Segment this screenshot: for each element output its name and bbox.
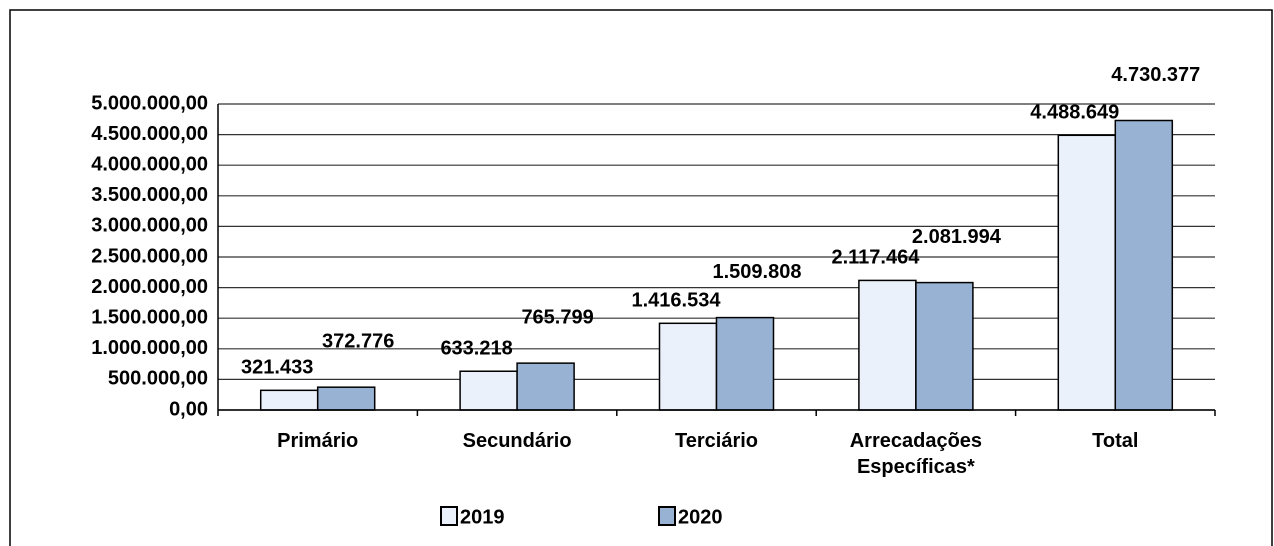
x-tick-label: Arrecadações Específicas* (849, 430, 983, 478)
legend-label: 2019 (460, 506, 505, 528)
y-tick-label: 5.000.000,00 (91, 92, 208, 114)
y-tick-label: 1.000.000,00 (91, 337, 208, 359)
bar (516, 362, 575, 411)
bar (1057, 134, 1117, 411)
bar (658, 322, 718, 411)
bar (715, 316, 775, 411)
bar (858, 279, 917, 411)
value-label: 1.416.534 (632, 290, 722, 312)
value-label: 765.799 (521, 306, 593, 328)
legend-swatch (658, 506, 676, 526)
value-label: 4.488.649 (1030, 102, 1119, 124)
y-tick-label: 0,00 (169, 398, 208, 420)
value-label: 372.776 (322, 330, 394, 352)
y-tick-label: 2.500.000,00 (91, 245, 208, 267)
legend-swatch (440, 506, 458, 526)
bar (459, 370, 518, 411)
value-label: 633.218 (440, 338, 512, 360)
y-tick-label: 500.000,00 (108, 368, 208, 390)
bar (1114, 119, 1174, 411)
y-tick-label: 2.000.000,00 (91, 276, 208, 298)
y-tick-label: 4.000.000,00 (91, 153, 208, 175)
bar (259, 389, 319, 411)
frame (9, 9, 1273, 546)
x-tick-label: Primário (277, 430, 359, 452)
bar (915, 281, 974, 411)
y-tick-label: 4.500.000,00 (91, 123, 208, 145)
x-tick-label: Terciário (675, 430, 758, 452)
y-tick-label: 3.500.000,00 (91, 184, 208, 206)
x-tick-label: Total (1092, 430, 1139, 452)
y-tick-label: 3.000.000,00 (91, 215, 208, 237)
y-tick-label: 1.500.000,00 (91, 306, 208, 328)
value-label: 321.433 (241, 357, 313, 379)
legend-label: 2020 (678, 506, 723, 528)
x-tick-label: Secundário (462, 430, 572, 452)
value-label: 4.730.377 (1111, 64, 1200, 86)
value-label: 2.117.464 (831, 247, 920, 269)
value-label: 2.081.994 (912, 226, 1002, 248)
bar (316, 386, 376, 411)
value-label: 1.509.808 (713, 261, 802, 283)
